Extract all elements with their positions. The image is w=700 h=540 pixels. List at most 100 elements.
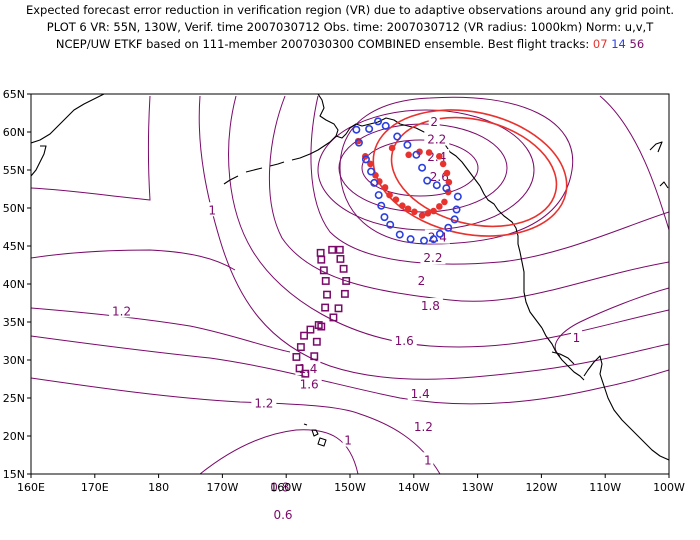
header-line-1: Expected forecast error reduction in ver…: [25, 3, 675, 17]
track-14-point: [453, 192, 462, 201]
contour-label-bg: [420, 250, 446, 265]
track-56-point: [300, 331, 309, 340]
contour-label: 2.4: [428, 231, 447, 245]
track-56-point: [329, 313, 338, 322]
track-07-point: [443, 169, 451, 177]
contour-2-4: [338, 123, 508, 213]
track-07-point: [441, 198, 448, 206]
axes: 160E 170E 180 170W 160W 150W 140W 130W 120W 110W 1…: [3, 88, 685, 494]
figure-header: Expected forecast error reduction in ver…: [0, 2, 700, 53]
coast-aleutians-1: [269, 161, 285, 167]
contour-label-bg: [428, 114, 440, 129]
track-56-point: [317, 322, 326, 331]
flight-tracks: [292, 117, 462, 378]
lon-tick-label: 150W: [334, 481, 366, 494]
contour-label: 1: [573, 331, 581, 345]
contour-label: 1.8: [421, 299, 440, 313]
track-07-point: [381, 184, 389, 191]
contour-0-6: [199, 429, 359, 474]
coast-mexico-mainland: [583, 355, 669, 461]
track-56-point: [321, 277, 330, 285]
contour-label: 1.2: [414, 420, 433, 434]
lat-tick-label: 50N: [3, 202, 25, 215]
track-14-point: [374, 191, 383, 200]
track-14-point: [418, 163, 427, 172]
coast-baja: [541, 327, 585, 381]
lat-tick-label: 60N: [3, 126, 25, 139]
coast-alaska-peninsula: [291, 135, 337, 161]
contour-label: 1.6: [395, 334, 414, 348]
track-14-point: [352, 125, 361, 134]
coast-bc: [479, 185, 543, 329]
track-14-point: [423, 176, 432, 185]
contour-1-2-south: [31, 307, 291, 353]
contour-1-2-west: [31, 249, 236, 271]
track-14-point: [452, 205, 461, 214]
track-07-point: [367, 160, 374, 168]
contour-label: 1: [208, 203, 216, 217]
lon-tick-label: 170E: [81, 481, 109, 494]
track-14-point: [374, 117, 383, 126]
contour-1-west: [31, 95, 151, 201]
contour-label-bg: [415, 272, 427, 287]
track-14-point: [444, 223, 453, 232]
lon-tick-label: 180: [148, 481, 169, 494]
contour-2-6: [361, 139, 479, 197]
track-56-point: [295, 364, 304, 373]
contour-1-4: [228, 95, 669, 348]
contour-label: 2.2: [423, 251, 442, 265]
track-07-point: [444, 188, 452, 196]
lat-tick-label: 20N: [3, 430, 25, 443]
coast-hawaii-2: [303, 423, 308, 426]
track-56-point: [321, 303, 330, 312]
contour-label-bg: [417, 298, 443, 313]
contour-label-bg: [410, 418, 436, 433]
lon-tick-label: 160E: [17, 481, 45, 494]
track-14-point: [395, 230, 404, 239]
track-07-point: [386, 191, 393, 199]
contour-1-east: [554, 287, 669, 357]
track-07-point: [411, 208, 418, 216]
track-14-point: [420, 236, 429, 245]
contour-label: 2: [418, 274, 426, 288]
track-14-point: [354, 138, 363, 147]
coastlines: [31, 94, 669, 461]
track-14-point: [412, 150, 421, 159]
track-14-point: [403, 140, 412, 149]
track-14-point: [406, 235, 415, 244]
lat-tick-label: 15N: [3, 468, 25, 481]
contour-label-bg: [407, 386, 433, 401]
contour-label-bg: [206, 202, 218, 217]
track-56-point: [301, 369, 310, 378]
track-14-point: [381, 121, 390, 130]
contour-label-bg: [391, 333, 417, 347]
contour-1-south: [31, 335, 669, 405]
lat-tick-label: 40N: [3, 278, 25, 291]
track-14-point: [432, 181, 441, 190]
header-line-3: NCEP/UW ETKF based on 111-member 2007030…: [0, 36, 700, 53]
contour-lines: [31, 95, 669, 474]
verification-region-outer: [372, 109, 568, 237]
track-label-56: 56: [629, 37, 645, 51]
track-07-point: [405, 151, 412, 159]
lon-tick-label: 110W: [589, 481, 621, 494]
track-14-point: [435, 229, 444, 238]
contour-1-8: [310, 95, 669, 265]
track-14-point: [429, 235, 438, 244]
track-14-point: [361, 155, 370, 164]
contour-label: 1.2: [112, 304, 131, 318]
track-56-point: [323, 290, 331, 299]
contour-0-8: [31, 377, 441, 474]
track-56-point: [340, 289, 349, 298]
track-14-point: [365, 124, 374, 133]
contour-label: 2.2: [427, 133, 446, 147]
track-56-point: [312, 337, 321, 346]
track-14-point: [386, 220, 395, 229]
track-56-point: [319, 266, 328, 275]
contour-label-bg: [570, 329, 582, 344]
coast-hawaii-3: [317, 437, 327, 447]
coast-alaska-bering: [317, 94, 481, 187]
track-07-point: [392, 196, 400, 203]
track-14-point: [370, 178, 379, 187]
